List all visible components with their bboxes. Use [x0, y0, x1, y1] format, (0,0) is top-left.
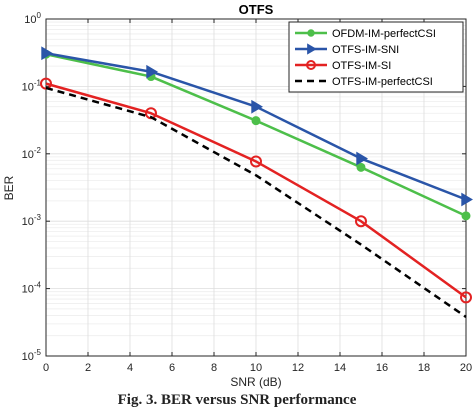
x-tick-label: 4	[127, 362, 133, 374]
data-point	[461, 192, 473, 207]
x-tick-label: 20	[460, 362, 472, 374]
data-point	[356, 151, 368, 166]
data-point	[251, 99, 263, 114]
x-tick-label: 6	[169, 362, 175, 374]
data-point	[306, 60, 316, 70]
x-tick-label: 10	[250, 362, 262, 374]
series-OTFS-IM-perfectCSI	[45, 86, 467, 318]
chart-title: OTFS	[239, 2, 274, 17]
legend-label: OTFS-IM-perfectCSI	[332, 76, 433, 88]
figure-caption: Fig. 3. BER versus SNR performance	[117, 392, 357, 408]
x-axis-label: SNR (dB)	[230, 375, 281, 389]
legend-label: OTFS-IM-SNI	[332, 44, 399, 56]
data-point	[460, 291, 472, 304]
y-tick-label: 100	[24, 11, 41, 26]
y-axis-label: BER	[2, 175, 16, 200]
ber-chart: 0 2 4 6 8 10 12 14 16 18 20 100 10-1 10-2 10-3 10-4 10-5…	[2, 2, 473, 389]
data-point	[41, 46, 53, 61]
y-tick-label: 10-5	[22, 348, 42, 363]
axes-box	[45, 18, 467, 357]
series-line	[45, 86, 467, 318]
y-tick-label: 10-3	[22, 213, 42, 228]
data-point	[307, 29, 315, 37]
data-point	[307, 43, 317, 55]
data-point	[356, 162, 366, 172]
axes: 0 2 4 6 8 10 12 14 16 18 20 100 10-1 10-2 10-3 10-4 10-5	[22, 11, 473, 374]
series-line	[45, 82, 467, 299]
legend-label: OTFS-IM-SI	[332, 60, 391, 72]
series-group	[40, 46, 473, 318]
x-tick-label: 18	[418, 362, 430, 374]
y-tick-label: 10-4	[22, 281, 42, 296]
series-OTFS-IM-SNI	[41, 46, 473, 207]
data-point	[461, 211, 471, 221]
x-tick-label: 2	[85, 362, 91, 374]
y-tick-label: 10-2	[22, 146, 42, 161]
x-tick-label: 12	[292, 362, 304, 374]
x-tick-label: 14	[334, 362, 346, 374]
x-tick-label: 0	[43, 362, 49, 374]
data-point	[250, 155, 262, 168]
legend: OFDM-IM-perfectCSI OTFS-IM-SNI OTFS-IM-SI O…	[288, 21, 464, 93]
x-tick-label: 8	[211, 362, 217, 374]
x-tick-label: 16	[376, 362, 388, 374]
data-point	[146, 64, 158, 79]
y-tick-label: 10-1	[22, 78, 42, 93]
data-point	[251, 116, 261, 126]
legend-label: OFDM-IM-perfectCSI	[332, 28, 436, 40]
data-point	[355, 215, 367, 228]
